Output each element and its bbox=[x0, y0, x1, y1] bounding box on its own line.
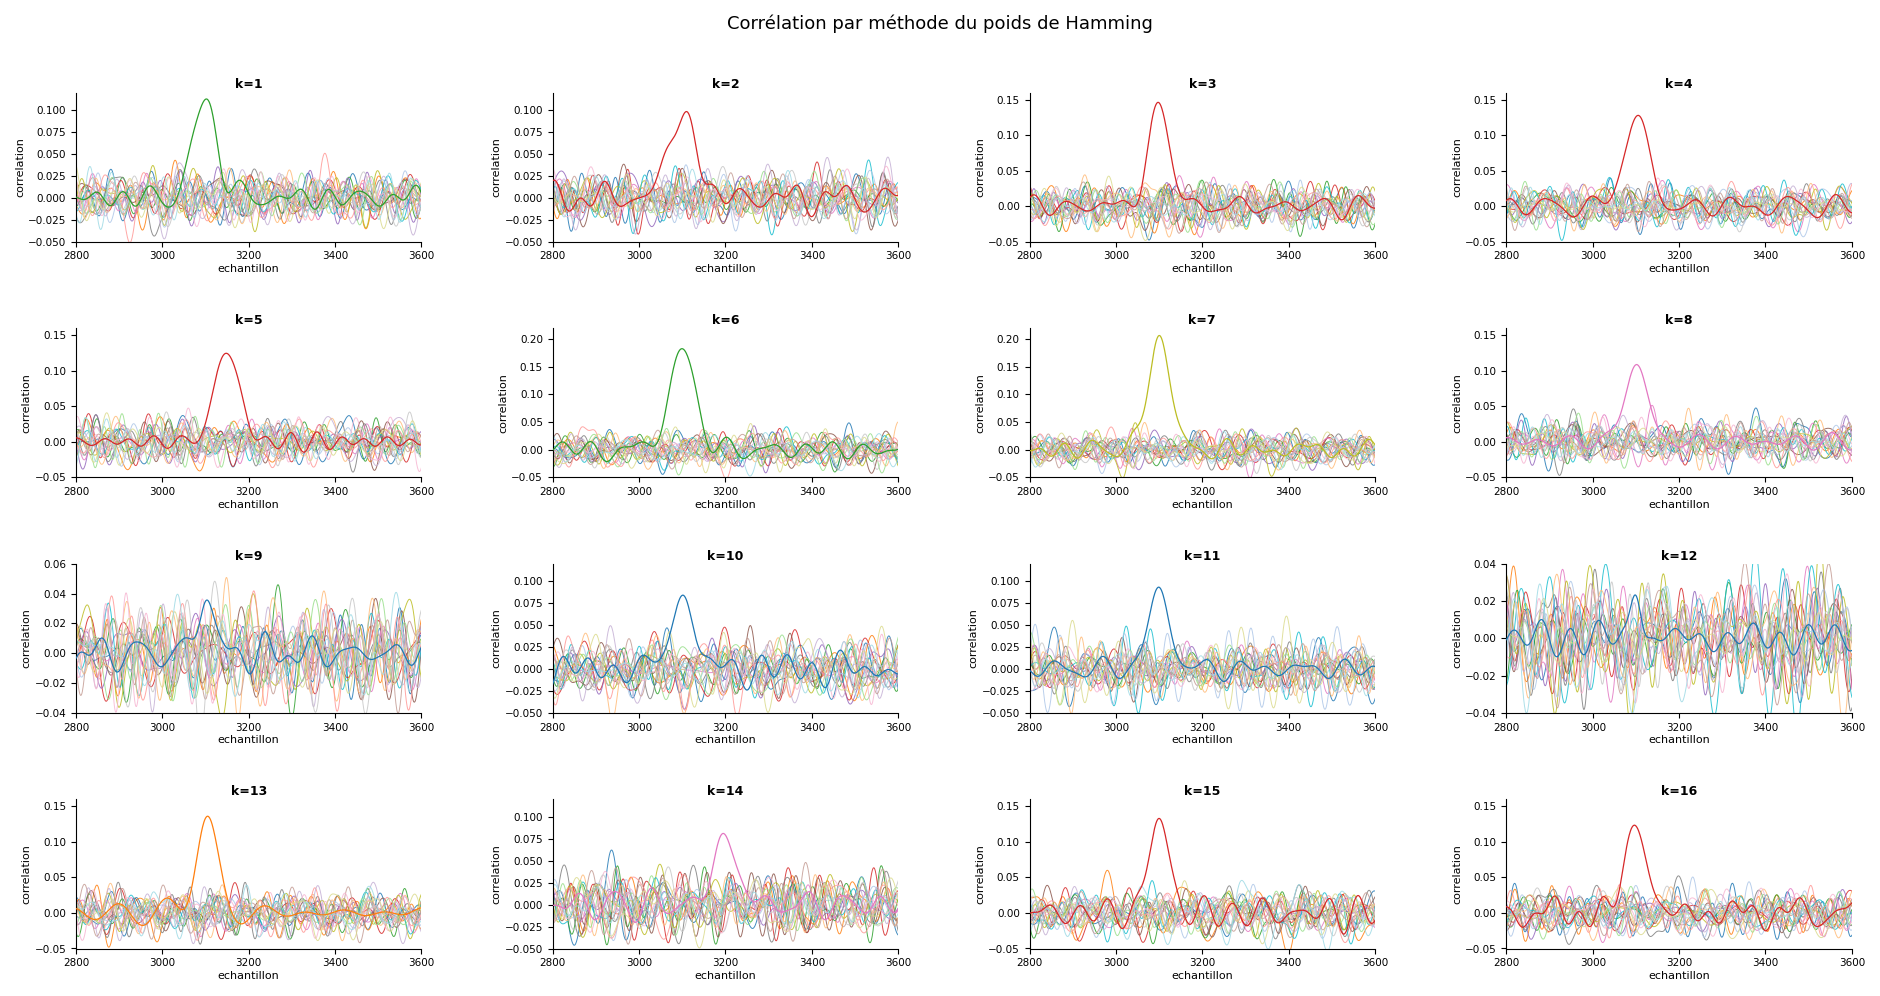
Y-axis label: correlation: correlation bbox=[1451, 844, 1463, 904]
Title: k=14: k=14 bbox=[707, 785, 744, 798]
X-axis label: echantillon: echantillon bbox=[1171, 264, 1233, 274]
Title: k=12: k=12 bbox=[1660, 550, 1698, 563]
X-axis label: echantillon: echantillon bbox=[218, 500, 280, 510]
Title: k=3: k=3 bbox=[1188, 79, 1216, 92]
X-axis label: echantillon: echantillon bbox=[1649, 264, 1711, 274]
Title: k=16: k=16 bbox=[1662, 785, 1698, 798]
Y-axis label: correlation: correlation bbox=[1451, 609, 1463, 668]
Title: k=2: k=2 bbox=[713, 79, 739, 92]
X-axis label: echantillon: echantillon bbox=[694, 264, 756, 274]
X-axis label: echantillon: echantillon bbox=[694, 500, 756, 510]
X-axis label: echantillon: echantillon bbox=[694, 735, 756, 745]
Title: k=6: k=6 bbox=[713, 314, 739, 327]
Y-axis label: correlation: correlation bbox=[498, 373, 508, 432]
X-axis label: echantillon: echantillon bbox=[1649, 971, 1711, 981]
Text: Corrélation par méthode du poids de Hamming: Corrélation par méthode du poids de Hamm… bbox=[728, 15, 1152, 34]
Y-axis label: correlation: correlation bbox=[976, 137, 985, 197]
Title: k=7: k=7 bbox=[1188, 314, 1216, 327]
X-axis label: echantillon: echantillon bbox=[1171, 735, 1233, 745]
Y-axis label: correlation: correlation bbox=[493, 844, 502, 904]
Y-axis label: correlation: correlation bbox=[23, 373, 32, 432]
X-axis label: echantillon: echantillon bbox=[218, 735, 280, 745]
X-axis label: echantillon: echantillon bbox=[218, 264, 280, 274]
Title: k=13: k=13 bbox=[231, 785, 267, 798]
Y-axis label: correlation: correlation bbox=[23, 609, 32, 668]
Title: k=15: k=15 bbox=[1184, 785, 1220, 798]
X-axis label: echantillon: echantillon bbox=[694, 971, 756, 981]
X-axis label: echantillon: echantillon bbox=[1649, 500, 1711, 510]
Title: k=9: k=9 bbox=[235, 550, 263, 563]
X-axis label: echantillon: echantillon bbox=[1649, 735, 1711, 745]
Y-axis label: correlation: correlation bbox=[1451, 137, 1463, 197]
Y-axis label: correlation: correlation bbox=[1451, 373, 1463, 432]
Y-axis label: correlation: correlation bbox=[15, 137, 24, 197]
X-axis label: echantillon: echantillon bbox=[1171, 971, 1233, 981]
Y-axis label: correlation: correlation bbox=[976, 373, 985, 432]
Y-axis label: correlation: correlation bbox=[23, 844, 32, 904]
Y-axis label: correlation: correlation bbox=[493, 137, 502, 197]
Title: k=5: k=5 bbox=[235, 314, 263, 327]
X-axis label: echantillon: echantillon bbox=[218, 971, 280, 981]
Title: k=1: k=1 bbox=[235, 79, 263, 92]
X-axis label: echantillon: echantillon bbox=[1171, 500, 1233, 510]
Y-axis label: correlation: correlation bbox=[493, 609, 502, 668]
Title: k=10: k=10 bbox=[707, 550, 744, 563]
Y-axis label: correlation: correlation bbox=[968, 609, 979, 668]
Title: k=11: k=11 bbox=[1184, 550, 1220, 563]
Y-axis label: correlation: correlation bbox=[976, 844, 985, 904]
Title: k=8: k=8 bbox=[1666, 314, 1692, 327]
Title: k=4: k=4 bbox=[1666, 79, 1692, 92]
